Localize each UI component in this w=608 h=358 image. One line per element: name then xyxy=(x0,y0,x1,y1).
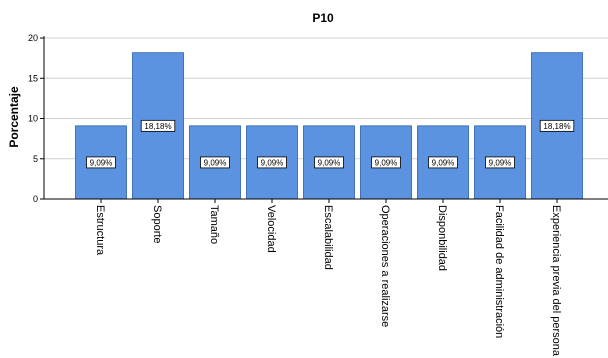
y-tick-label: 10 xyxy=(28,114,38,124)
data-label-box xyxy=(257,156,287,169)
data-label: 9,09% xyxy=(375,158,398,167)
chart-title: P10 xyxy=(312,11,334,25)
x-tick-label: Velocidad xyxy=(265,205,277,253)
data-label: 9,09% xyxy=(204,158,227,167)
data-label-box xyxy=(428,156,458,169)
x-tick-label: Soporte xyxy=(151,205,163,244)
data-label: 9,09% xyxy=(489,158,512,167)
x-tick-label: Estructura xyxy=(94,205,106,256)
data-label: 9,09% xyxy=(432,158,455,167)
data-label: 18,18% xyxy=(543,122,570,131)
axes: 0 5 10 15 20 Estructura Soporte Tamaño Velocidad… xyxy=(28,33,608,357)
y-tick-label: 5 xyxy=(33,154,38,164)
x-tick-label: Facilidad de administración xyxy=(493,205,505,338)
x-tick-label: Experiencia previa del persona xyxy=(550,205,562,357)
data-label-box xyxy=(200,156,230,169)
data-label: 9,09% xyxy=(261,158,284,167)
y-tick-label: 0 xyxy=(33,194,38,204)
data-label-box xyxy=(86,156,116,169)
y-tick-label: 15 xyxy=(28,73,38,83)
x-tick-label: Tamaño xyxy=(208,205,220,244)
data-label-box xyxy=(539,119,575,132)
y-tick-label: 20 xyxy=(28,33,38,43)
data-label-box xyxy=(371,156,401,169)
x-tick-label: Disponbilidad xyxy=(436,205,448,271)
x-tick-label: Operaciones a realizarse xyxy=(379,205,391,327)
data-label-box xyxy=(140,119,176,132)
data-label-box xyxy=(485,156,515,169)
x-tick-label: Escalabilidad xyxy=(322,205,334,270)
data-label-box xyxy=(314,156,344,169)
y-axis-label: Porcentaje xyxy=(7,86,21,148)
data-label: 9,09% xyxy=(90,158,113,167)
data-label: 18,18% xyxy=(144,122,171,131)
data-label: 9,09% xyxy=(318,158,341,167)
data-labels: 9,09% 18,18% 9,09% 9,09% 9,09% 9,09% 9,09% 9,09… xyxy=(86,119,575,169)
